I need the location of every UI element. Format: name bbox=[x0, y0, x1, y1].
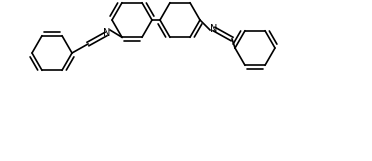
Text: N: N bbox=[210, 24, 218, 34]
Text: N: N bbox=[103, 28, 111, 38]
